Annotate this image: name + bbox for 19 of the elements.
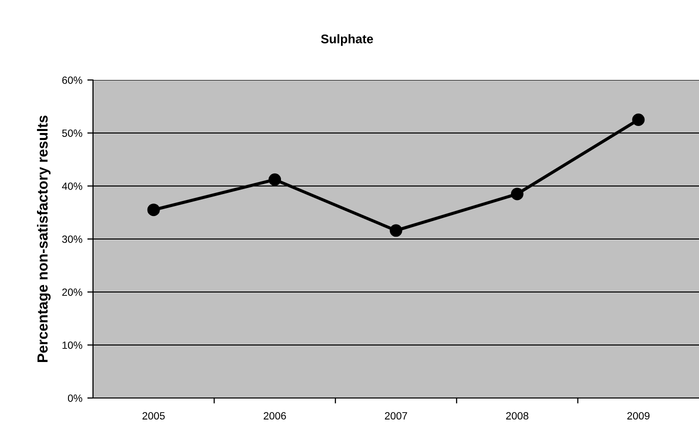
- y-tick-label: 60%: [62, 76, 82, 84]
- point: [268, 173, 282, 186]
- y-tick-label: 30%: [62, 236, 82, 243]
- chart-title: Sulphate: [321, 34, 374, 46]
- y-axis-title: Percentage non-satisfactory results: [36, 116, 51, 362]
- y-tick-label: 40%: [62, 182, 82, 190]
- y-tick-label: 50%: [62, 130, 82, 137]
- point: [147, 204, 160, 216]
- x-tick-label: 2006: [264, 412, 286, 420]
- y-tick-label: 10%: [62, 342, 82, 349]
- x-tick-label: 2007: [384, 412, 408, 420]
- x-tick-label: 2009: [627, 412, 650, 420]
- point: [632, 114, 645, 126]
- y-tick-label: 20%: [62, 288, 82, 296]
- y-tick-label: 0%: [68, 394, 82, 402]
- point: [510, 188, 524, 200]
- x-tick-label: 2005: [142, 412, 165, 420]
- x-tick-label: 2008: [506, 412, 528, 420]
- point: [390, 224, 402, 237]
